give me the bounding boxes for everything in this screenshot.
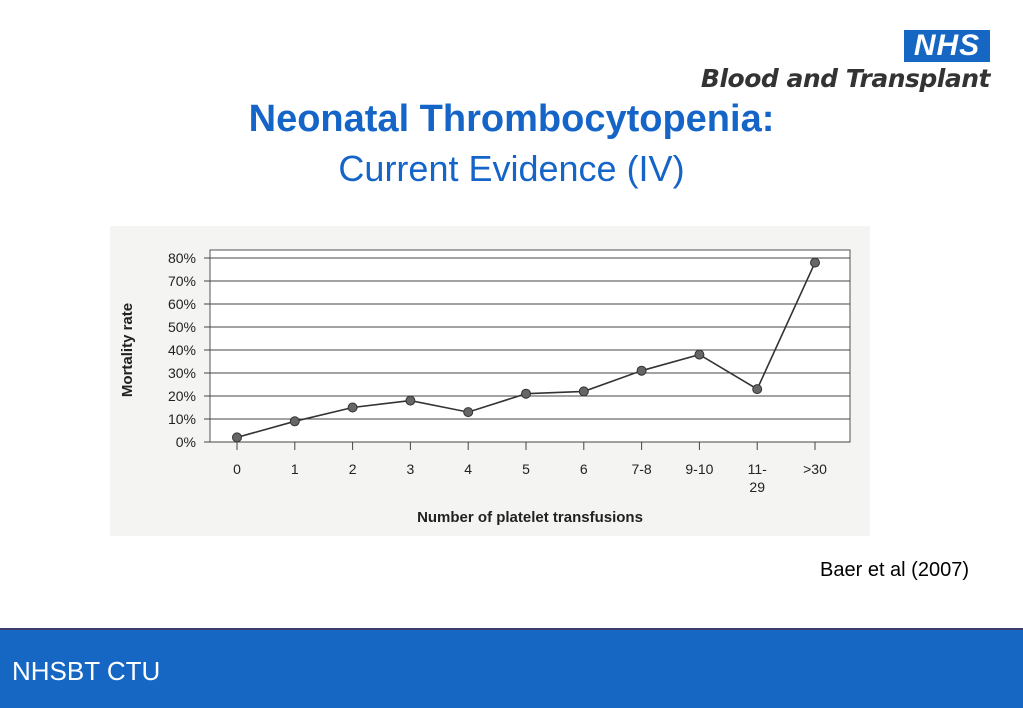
x-tick-label: 5 xyxy=(522,461,530,477)
x-tick-label: 3 xyxy=(407,461,415,477)
x-axis-label: Number of platelet transfusions xyxy=(417,509,643,526)
y-tick-label: 80% xyxy=(168,250,196,266)
y-tick-label: 10% xyxy=(168,411,196,427)
data-point xyxy=(405,395,416,406)
data-point xyxy=(810,257,820,268)
slide-title: Neonatal Thrombocytopenia: xyxy=(248,98,775,140)
nhs-logo-badge: NHS xyxy=(904,30,990,62)
slide-subtitle: Current Evidence (IV) xyxy=(338,148,685,189)
y-tick-label: 20% xyxy=(168,388,196,404)
data-point xyxy=(694,349,705,360)
y-axis-label: Mortality rate xyxy=(119,303,136,397)
nhs-logo: NHS Blood and Transplant xyxy=(700,30,991,94)
chart-panel: 0% 10% 20% 30% 40% 50% 60% 70% 80% 0 1 2 3 4 5 6 7-8 9-10… xyxy=(110,226,870,536)
x-tick-label: 1 xyxy=(291,461,299,477)
data-point xyxy=(636,365,647,376)
footer-bar: NHSBT CTU xyxy=(0,628,1023,708)
data-point xyxy=(289,416,300,427)
data-point xyxy=(463,407,474,418)
y-tick-label: 30% xyxy=(168,365,196,381)
data-point xyxy=(521,388,531,399)
x-tick-label: 9-10 xyxy=(685,461,713,477)
y-tick-label: 60% xyxy=(168,296,196,312)
plot-area xyxy=(209,249,851,443)
x-tick-label: 2 xyxy=(349,461,357,477)
mortality-chart: 0% 10% 20% 30% 40% 50% 60% 70% 80% 0 1 2 3 4 5 6 7-8 9-10… xyxy=(119,249,851,526)
data-point xyxy=(752,384,763,395)
data-point xyxy=(347,402,358,413)
x-tick-label: 11-29 xyxy=(748,461,768,495)
y-tick-label: 50% xyxy=(168,319,196,335)
citation: Baer et al (2007) xyxy=(820,559,969,581)
data-point xyxy=(578,386,589,397)
y-tick-label: 70% xyxy=(168,273,196,289)
y-tick-label: 40% xyxy=(168,342,196,358)
x-tick-label: 7-8 xyxy=(631,461,651,477)
data-point xyxy=(232,432,242,443)
x-tick-label: 0 xyxy=(233,461,241,477)
x-tick-label: 6 xyxy=(580,461,588,477)
x-tick-label: 4 xyxy=(464,461,472,477)
y-tick-label: 0% xyxy=(176,434,196,450)
nhs-logo-text: Blood and Transplant xyxy=(700,64,991,93)
footer-label: NHSBT CTU xyxy=(12,656,161,686)
x-tick-label: >30 xyxy=(803,461,827,477)
